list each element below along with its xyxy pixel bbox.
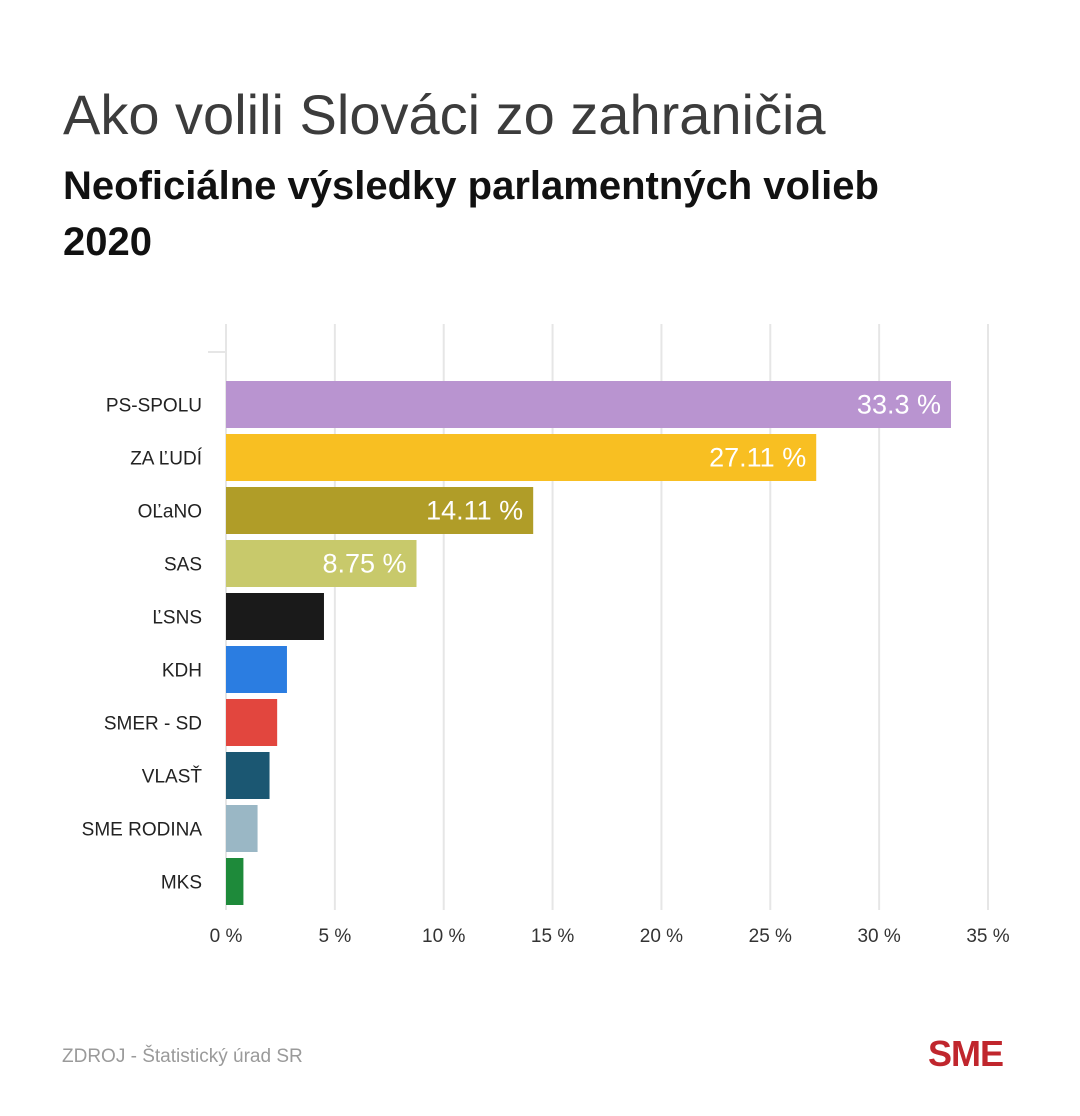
chart-subtitle: Neoficiálne výsledky parlamentných volie… [63, 164, 879, 264]
category-label: ĽSNS [152, 608, 202, 629]
x-tick-label: 25 % [749, 926, 792, 947]
x-tick-label: 5 % [318, 926, 351, 947]
x-tick-label: 35 % [966, 926, 1009, 947]
chart-title: Ako volili Slováci zo zahraničia [63, 83, 826, 146]
data-label: 27.11 % [709, 443, 806, 473]
category-label: SMER - SD [104, 714, 202, 735]
bar [226, 646, 287, 693]
x-tick-label: 30 % [857, 926, 900, 947]
bar [226, 593, 324, 640]
bar [226, 434, 817, 481]
x-tick-label: 10 % [422, 926, 465, 947]
data-label: 8.75 % [322, 549, 406, 579]
category-label: OĽaNO [138, 502, 202, 523]
bar-chart: 0 % 5 % 10 % 15 % 20 % 25 % 30 % 35 % PS-SPOLU 33… [82, 324, 1010, 947]
bar [226, 858, 244, 905]
category-label: VLASŤ [142, 766, 203, 788]
category-label: ZA ĽUDÍ [130, 449, 203, 470]
source-note: ZDROJ - Štatistický úrad SR [62, 1046, 303, 1067]
bar [226, 487, 534, 534]
bar [226, 381, 951, 428]
x-tick-label: 0 % [210, 926, 243, 947]
x-tick-label: 15 % [531, 926, 574, 947]
category-label: PS-SPOLU [106, 396, 202, 417]
x-tick-label: 20 % [640, 926, 683, 947]
category-label: KDH [162, 661, 202, 682]
bar [226, 805, 258, 852]
bar [226, 699, 278, 746]
data-label: 33.3 % [857, 390, 941, 420]
sme-logo: SME [928, 1033, 1004, 1074]
bar [226, 752, 270, 799]
category-label: MKS [161, 873, 202, 894]
category-label: SME RODINA [82, 820, 203, 841]
bar [226, 540, 417, 587]
data-label: 14.11 % [426, 496, 523, 526]
category-label: SAS [164, 555, 202, 576]
